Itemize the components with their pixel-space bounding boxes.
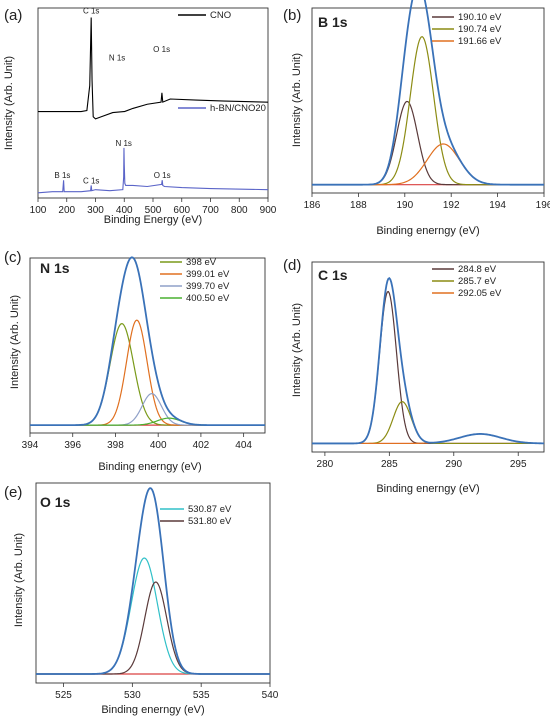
panel-title: O 1s [40,494,71,510]
panel-d: (d) C 1s Binding enerngy (eV) Intensity (Ar… [283,257,545,495]
y-axis-title: Intensity (Arb. Unit) [3,56,15,150]
series-line-cno [38,17,269,120]
x-tick-label: 188 [350,200,367,211]
x-tick-label: 402 [193,440,210,451]
x-tick-label: 285 [381,459,398,470]
legend-label: 531.80 eV [188,516,232,527]
x-tick-label: 900 [260,205,277,216]
peak-label: O 1s [154,171,171,180]
plot-frame [311,261,545,453]
x-tick-label: 200 [58,205,75,216]
panel-a: (a) Binding Energy (eV) Intensity (Arb. Un… [3,6,277,226]
x-tick-label: 530 [124,690,141,701]
x-tick-label: 192 [443,200,460,211]
x-tick-label: 400 [116,205,133,216]
x-tick-label: 194 [489,200,506,211]
x-tick-label: 100 [30,205,47,216]
legend-label: 190.10 eV [458,12,502,23]
legend-label: 190.74 eV [458,24,502,35]
panel-b: (b) B 1s Binding enerngy (eV) Intensity (Ar… [283,0,550,237]
x-axis-title: Binding enerngy (eV) [98,461,201,473]
y-axis-title: Intensity (Arb. Unit) [9,295,21,389]
legend-label: CNO [210,10,231,21]
envelope-line [30,256,266,427]
series-line-h-bn-cno20 [37,147,269,194]
legend-label: 284.8 eV [458,264,497,275]
x-axis-title: Binding enerngy (eV) [376,483,479,495]
x-tick-label: 190 [396,200,413,211]
x-tick-label: 540 [262,690,279,701]
peak-label: N 1s [115,139,131,148]
panel-title: B 1s [318,14,348,30]
x-tick-label: 394 [22,440,39,451]
peak-label: C 1s [83,176,99,185]
legend-label: 398 eV [186,257,217,268]
y-axis-title: Intensity (Arb. Unit) [291,53,303,147]
x-axis-title: Binding enerngy (eV) [376,225,479,237]
envelope-line [312,0,544,186]
panel-letter: (b) [283,7,301,24]
x-tick-label: 404 [235,440,252,451]
component-peak-line [30,323,265,426]
panel-letter: (a) [4,7,22,24]
x-tick-label: 398 [107,440,124,451]
x-tick-label: 280 [317,459,334,470]
x-tick-label: 500 [145,205,162,216]
x-tick-label: 300 [87,205,104,216]
x-tick-label: 186 [304,200,321,211]
peak-label: B 1s [54,171,70,180]
component-peak-line [30,319,265,426]
component-peak-line [30,417,266,426]
legend-label: 292.05 eV [458,288,502,299]
envelope-line [36,487,270,675]
x-tick-label: 396 [64,440,81,451]
x-tick-label: 196 [536,200,550,211]
x-tick-label: 295 [510,459,527,470]
legend-label: 530.87 eV [188,504,232,515]
panel-letter: (c) [4,249,22,266]
y-axis-title: Intensity (Arb. Unit) [13,533,25,627]
legend-label: 400.50 eV [186,293,230,304]
plot-frame [311,7,545,194]
x-axis-title: Binding Energy (eV) [104,214,202,226]
legend-label: 191.66 eV [458,36,502,47]
x-tick-label: 290 [445,459,462,470]
x-tick-label: 535 [193,690,210,701]
legend-label: 399.70 eV [186,281,230,292]
x-axis-title: Binding enerngy (eV) [101,704,204,716]
component-peak-line [36,581,270,675]
envelope-line [312,277,545,445]
peak-label: O 1s [153,45,170,54]
component-peak-line [312,143,544,186]
panel-letter: (e) [4,484,22,501]
panel-c: (c) N 1s Binding enerngy (eV) Intensity (Ar… [4,249,266,473]
x-tick-label: 400 [150,440,167,451]
plot-frame [29,257,266,434]
component-peak-line [30,393,265,426]
x-tick-label: 525 [55,690,72,701]
x-tick-label: 600 [173,205,190,216]
panel-e: (e) O 1s Binding enerngy (eV) Intensity (Ar… [4,482,279,716]
legend-label: 399.01 eV [186,269,230,280]
component-peak-line [312,36,544,186]
x-tick-label: 700 [202,205,219,216]
component-peak-line [36,557,270,675]
legend-label: h-BN/CNO20 [210,103,266,114]
component-peak-line [312,290,544,445]
panel-title: C 1s [318,267,348,283]
legend-label: 285.7 eV [458,276,497,287]
peak-label: C 1s [83,6,99,15]
peak-label: N 1s [109,53,125,62]
panel-letter: (d) [283,257,301,274]
component-peak-line [312,401,544,445]
x-tick-label: 800 [231,205,248,216]
y-axis-title: Intensity (Arb. Unit) [291,303,303,397]
plot-frame [35,482,271,684]
panel-title: N 1s [40,260,70,276]
component-peak-line [312,100,544,186]
